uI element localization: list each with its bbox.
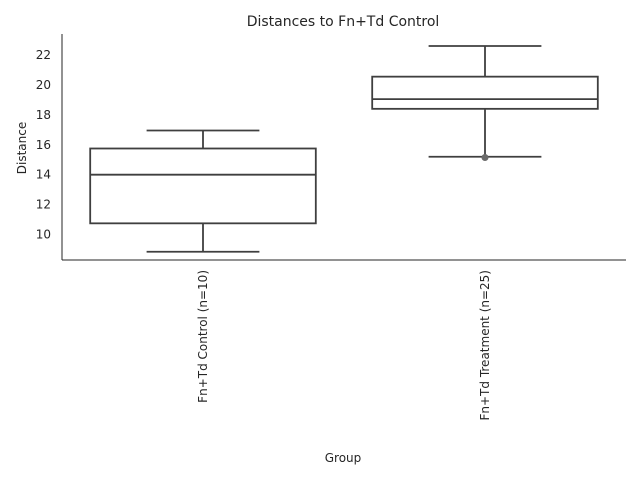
iqr-box <box>371 75 599 110</box>
x-tick-label: Fn+Td Treatment (n=25) <box>478 270 492 421</box>
x-axis-label: Group <box>325 451 362 465</box>
outlier-point <box>481 153 489 161</box>
y-tick-label: 12 <box>36 198 51 212</box>
y-tick-label: 22 <box>36 48 51 62</box>
box-group <box>89 129 317 253</box>
y-axis-label: Distance <box>15 122 29 174</box>
y-tick-label: 16 <box>36 138 51 152</box>
chart-title: Distances to Fn+Td Control <box>247 14 440 30</box>
x-tick-label: Fn+Td Control (n=10) <box>196 270 210 403</box>
y-tick-label: 10 <box>36 228 51 242</box>
plot-area <box>89 45 599 253</box>
box-group <box>371 45 599 161</box>
iqr-box <box>89 147 317 225</box>
x-ticks: Fn+Td Control (n=10) Fn+Td Treatment (n=2… <box>196 270 492 421</box>
y-tick-label: 20 <box>36 78 51 92</box>
y-tick-label: 18 <box>36 108 51 122</box>
y-tick-label: 14 <box>36 168 51 182</box>
y-ticks: 10 12 14 16 18 20 22 <box>36 48 51 242</box>
